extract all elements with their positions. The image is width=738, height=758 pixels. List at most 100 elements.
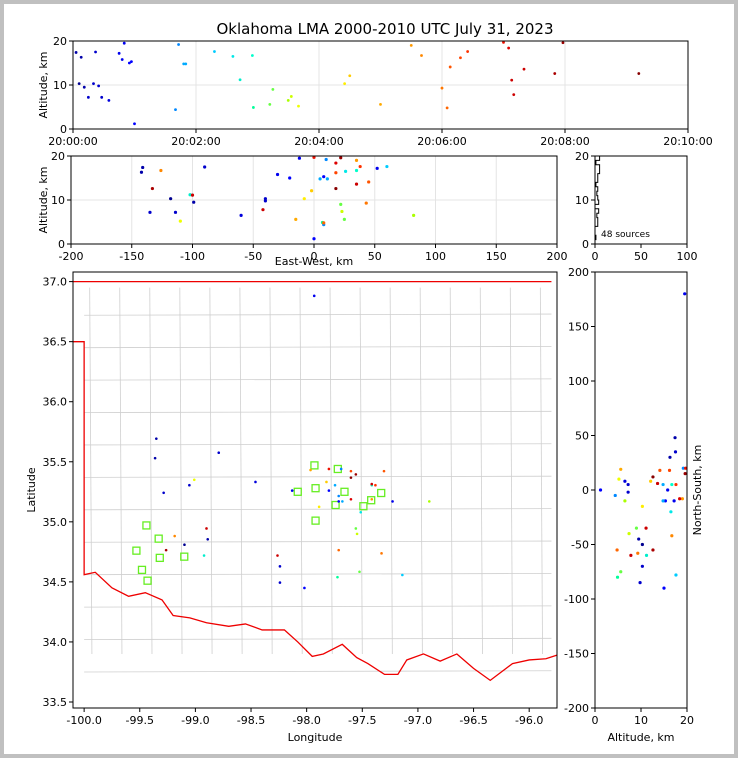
ew-altitude-point	[302, 197, 306, 201]
source-count-label: 48 sources	[601, 230, 650, 240]
ew-altitude-xtick-label: -200	[59, 250, 84, 263]
plan-view-point	[192, 478, 196, 482]
ew-altitude-point	[148, 210, 152, 214]
plan-view-point	[354, 473, 358, 476]
county-line	[84, 346, 552, 349]
altitude-histogram-xtick-label: 0	[592, 250, 599, 263]
ew-altitude-point	[190, 193, 195, 197]
county-line	[84, 508, 552, 511]
station-marker	[310, 461, 319, 470]
ew-altitude-point	[150, 186, 155, 191]
plan-view-point	[309, 468, 312, 472]
time-height-point	[130, 60, 133, 64]
plan-view-point	[278, 581, 282, 584]
plan-view-point	[358, 570, 361, 574]
ew-altitude-xlabel: East-West, km	[275, 255, 353, 268]
ns-altitude-xtick-label: 20	[680, 714, 694, 727]
plan-view-xtick-label: -98.0	[292, 714, 320, 727]
ew-altitude-point	[334, 161, 338, 165]
station-marker	[142, 521, 151, 530]
altitude-histogram-axes	[594, 155, 688, 245]
plan-view-point	[290, 489, 294, 492]
ns-altitude-point	[673, 450, 678, 454]
ew-altitude-ytick-label: 0	[58, 238, 65, 251]
ew-altitude-point	[309, 189, 314, 193]
time-height-point	[127, 61, 131, 65]
ns-altitude-ytick-label: 200	[568, 266, 589, 279]
ns-altitude-point	[668, 455, 672, 459]
ew-altitude-point	[354, 182, 359, 186]
ns-altitude-point	[636, 551, 640, 555]
ew-altitude-point	[339, 156, 343, 160]
plot-layer: 20:00:00 20:02:00 20:04:00 20:06:00 20:08:00…	[25, 35, 713, 744]
county-line	[329, 287, 333, 654]
ew-altitude-point	[354, 168, 359, 173]
plan-view-point	[370, 497, 374, 501]
plan-view-point	[349, 469, 353, 473]
ew-altitude-point	[294, 217, 298, 221]
time-height-point	[297, 104, 300, 108]
county-line	[269, 287, 273, 654]
time-height-point	[250, 54, 254, 57]
time-height-point	[231, 55, 235, 58]
county-line	[84, 443, 552, 446]
ew-altitude-point	[325, 177, 329, 181]
plan-view-point	[205, 527, 208, 530]
plan-view-point	[337, 494, 341, 498]
ns-altitude-point	[683, 472, 687, 476]
ew-altitude-point	[312, 155, 316, 159]
altitude-histogram-ytick-label: 0	[582, 238, 589, 251]
ew-altitude-point	[358, 164, 362, 169]
plan-view-xtick-label: -97.0	[404, 714, 432, 727]
county-line	[479, 287, 483, 654]
time-height-point	[82, 85, 86, 89]
ew-altitude-point	[203, 165, 207, 169]
plan-view-point	[333, 483, 337, 487]
ns-altitude-axes	[594, 271, 688, 709]
county-line	[539, 287, 543, 654]
plan-view-point	[276, 554, 279, 557]
ew-altitude-xtick-label: -100	[180, 250, 205, 263]
plan-view-ytick-label: 35.5	[43, 456, 68, 469]
ew-altitude-point	[139, 170, 144, 174]
time-height-point	[512, 93, 516, 97]
plan-view-ytick-label: 37.0	[43, 276, 68, 289]
county-line	[389, 287, 393, 654]
state-border-south	[73, 341, 558, 682]
ew-altitude-ytick-label: 20	[51, 150, 65, 163]
plan-view-point	[337, 548, 341, 552]
time-height-point	[348, 74, 352, 78]
ew-altitude-point	[188, 193, 192, 197]
county-line	[239, 287, 243, 654]
ns-altitude-point	[640, 504, 644, 508]
county-line	[84, 313, 552, 316]
time-height-axes	[72, 40, 689, 130]
time-height-ytick-label: 0	[60, 123, 67, 136]
ew-altitude-xtick-label: 150	[486, 250, 507, 263]
ns-altitude-point	[662, 586, 666, 590]
county-line	[84, 605, 552, 608]
ns-altitude-point	[629, 553, 633, 558]
station-marker	[331, 500, 340, 510]
ns-altitude-point	[666, 488, 670, 492]
ns-altitude-point	[669, 510, 673, 514]
ns-altitude-point	[623, 479, 627, 483]
station-marker	[377, 488, 386, 498]
ew-altitude-point	[364, 201, 368, 205]
ns-altitude-ylabel: North-South, km	[691, 445, 704, 536]
time-height-point	[238, 78, 242, 82]
ns-altitude-point	[644, 526, 648, 530]
altitude-histogram-xtick-label: 50	[634, 250, 648, 263]
plan-view-point	[325, 480, 328, 484]
ns-altitude-point	[626, 490, 630, 494]
plan-view-xtick-label: -96.5	[459, 714, 487, 727]
time-height-point	[502, 40, 505, 44]
time-height-point	[445, 106, 449, 110]
time-height-point	[268, 102, 272, 106]
ns-altitude-ytick-label: -100	[564, 593, 589, 606]
time-height-point	[120, 58, 124, 61]
plan-view-xtick-label: -98.5	[237, 714, 265, 727]
plan-view-point	[382, 469, 386, 473]
ew-altitude-point	[342, 217, 346, 221]
county-line	[119, 287, 123, 654]
